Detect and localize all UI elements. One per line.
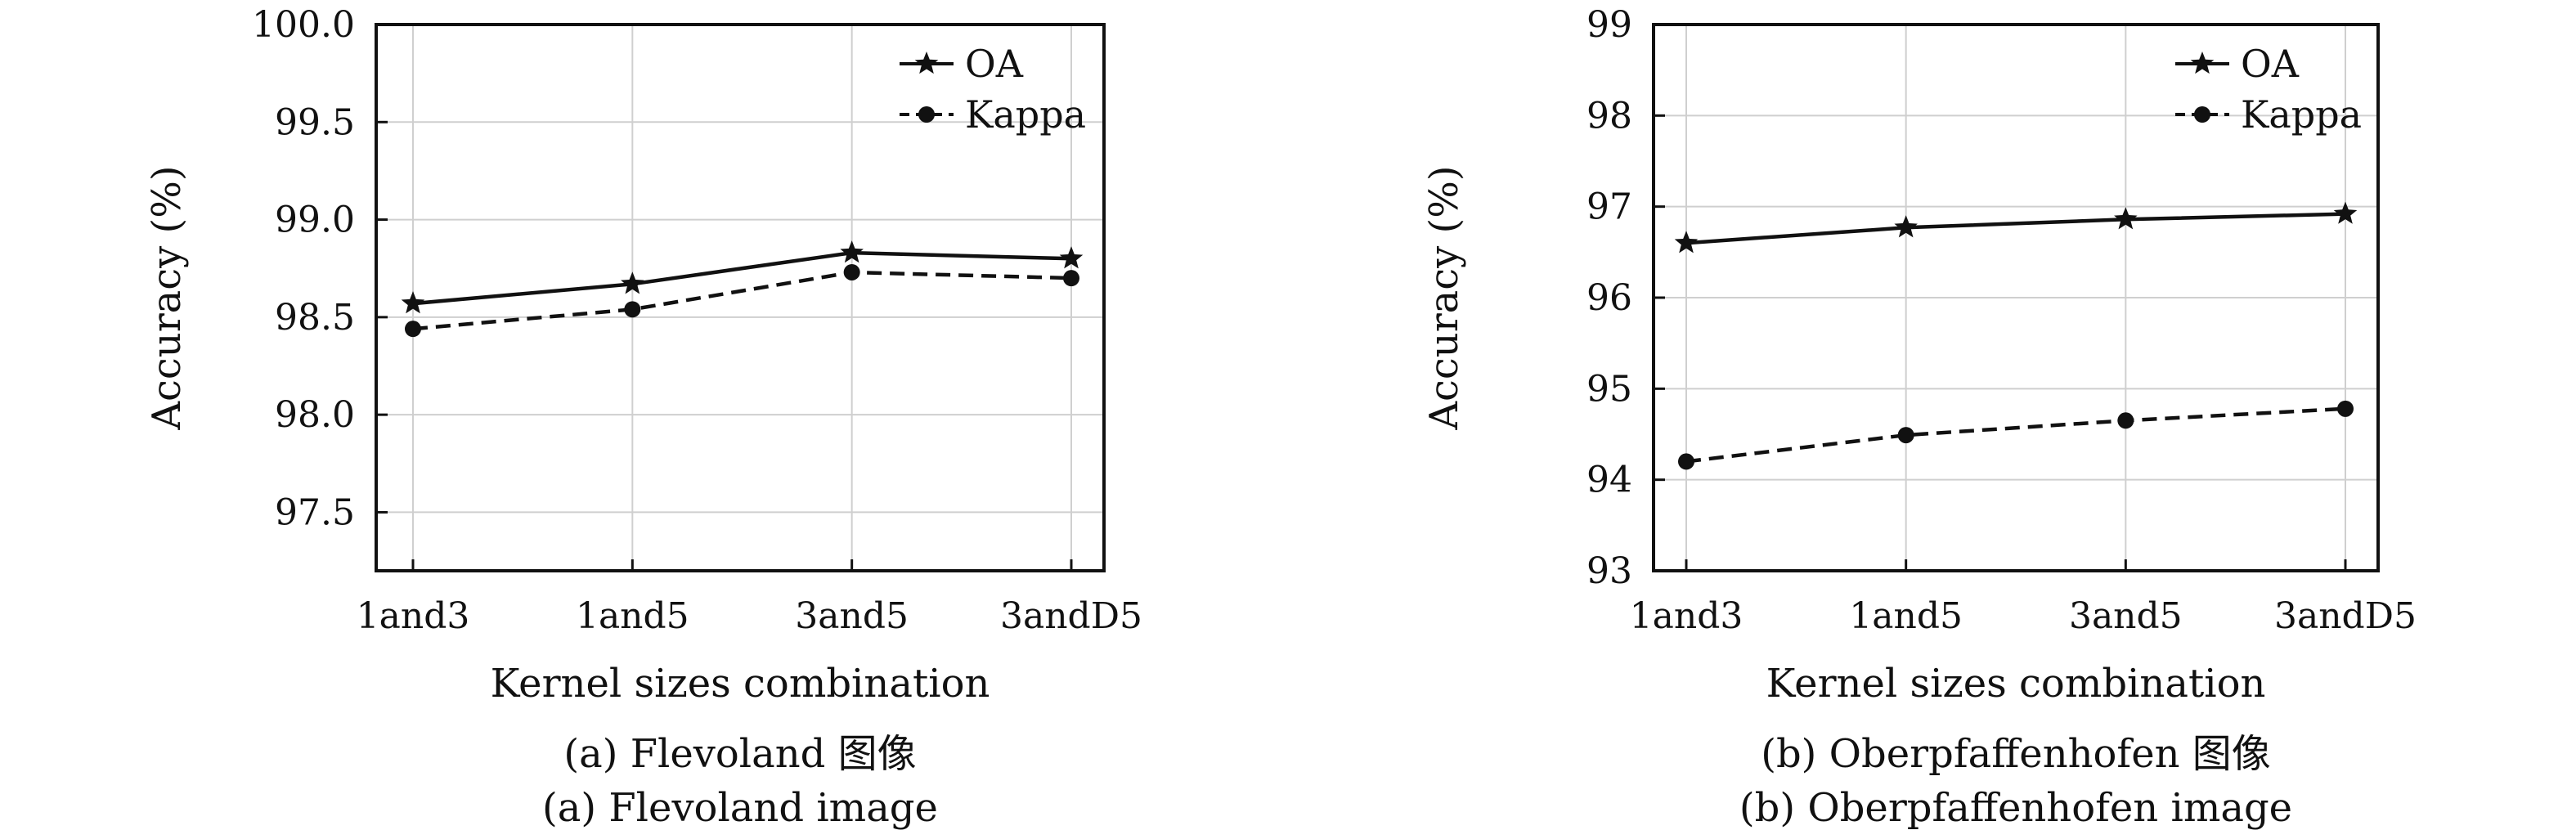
x-tick-label: 1and3	[1630, 595, 1744, 637]
data-point-oa	[2114, 207, 2138, 230]
legend-label-oa: OA	[965, 42, 1024, 86]
x-axis-label: Kernel sizes combination	[491, 661, 990, 707]
y-tick-label: 98	[1586, 95, 1632, 137]
data-point-oa	[1894, 215, 1918, 238]
x-tick-label: 3andD5	[1000, 595, 1142, 637]
data-point-kappa	[2337, 400, 2354, 417]
data-point-oa	[1059, 246, 1084, 269]
legend-label-oa: OA	[2241, 42, 2300, 86]
data-point-kappa	[624, 301, 641, 318]
y-tick-label: 93	[1586, 550, 1632, 592]
chart-flevoland: 97.5 98.0 98.5 99.0 99.5 100.0 1and3 1and5 3and5…	[144, 4, 1142, 831]
plot-frame	[375, 23, 1106, 572]
data-point-oa	[1674, 231, 1699, 253]
data-point-oa	[621, 271, 644, 294]
legend-marker-oa	[914, 52, 939, 74]
x-tick-label: 3and5	[2069, 595, 2183, 637]
x-tick-label: 1and5	[1849, 595, 1963, 637]
data-point-oa	[840, 240, 864, 263]
y-tick-label: 96	[1586, 277, 1632, 319]
y-tick-label: 97	[1586, 186, 1632, 228]
y-tick-label: 99.5	[275, 101, 355, 143]
legend-marker-kappa	[918, 106, 935, 123]
x-tick-label: 1and5	[576, 595, 689, 637]
series-line-kappa	[1685, 406, 2346, 464]
series-line-kappa	[412, 270, 1072, 331]
x-axis-label: Kernel sizes combination	[1766, 661, 2266, 707]
y-tick-label: 95	[1586, 368, 1632, 410]
y-tick-label: 98.5	[275, 297, 355, 339]
y-tick-label: 99.0	[275, 200, 355, 241]
legend-marker-oa	[2190, 52, 2215, 74]
legend-label-kappa: Kappa	[2241, 92, 2362, 137]
data-point-kappa	[843, 263, 860, 280]
y-tick-label: 97.5	[275, 491, 355, 533]
caption-en: (a) Flevoland image	[542, 785, 938, 831]
y-axis-label: Accuracy (%)	[1421, 165, 1467, 430]
y-tick-label: 100.0	[252, 4, 355, 46]
y-tick-label: 98.0	[275, 394, 355, 436]
data-point-oa	[401, 291, 425, 314]
x-tick-label: 3andD5	[2274, 595, 2417, 637]
y-tick-label: 99	[1586, 4, 1632, 46]
y-axis-label: Accuracy (%)	[144, 165, 190, 430]
data-point-kappa	[2117, 412, 2134, 429]
caption-cn: (b) Oberpfaffenhofen 图像	[1761, 731, 2271, 777]
chart-oberpfaffenhofen: 93 94 95 96 97 98 99 1and3 1and5 3and5 3andD5Kerne…	[1421, 4, 2417, 831]
series-line-oa	[412, 250, 1072, 306]
caption-en: (b) Oberpfaffenhofen image	[1739, 785, 2292, 831]
data-point-kappa	[1897, 427, 1914, 444]
legend-label-kappa: Kappa	[965, 92, 1086, 137]
data-point-oa	[2333, 201, 2358, 224]
caption-cn: (a) Flevoland 图像	[563, 731, 916, 777]
data-point-kappa	[1678, 453, 1694, 470]
x-tick-label: 1and3	[357, 595, 470, 637]
series-line-oa	[1685, 212, 2346, 245]
y-tick-label: 94	[1586, 460, 1632, 501]
data-point-kappa	[1063, 270, 1079, 287]
legend-marker-kappa	[2194, 106, 2210, 123]
x-tick-label: 3and5	[795, 595, 909, 637]
data-point-kappa	[405, 321, 421, 338]
